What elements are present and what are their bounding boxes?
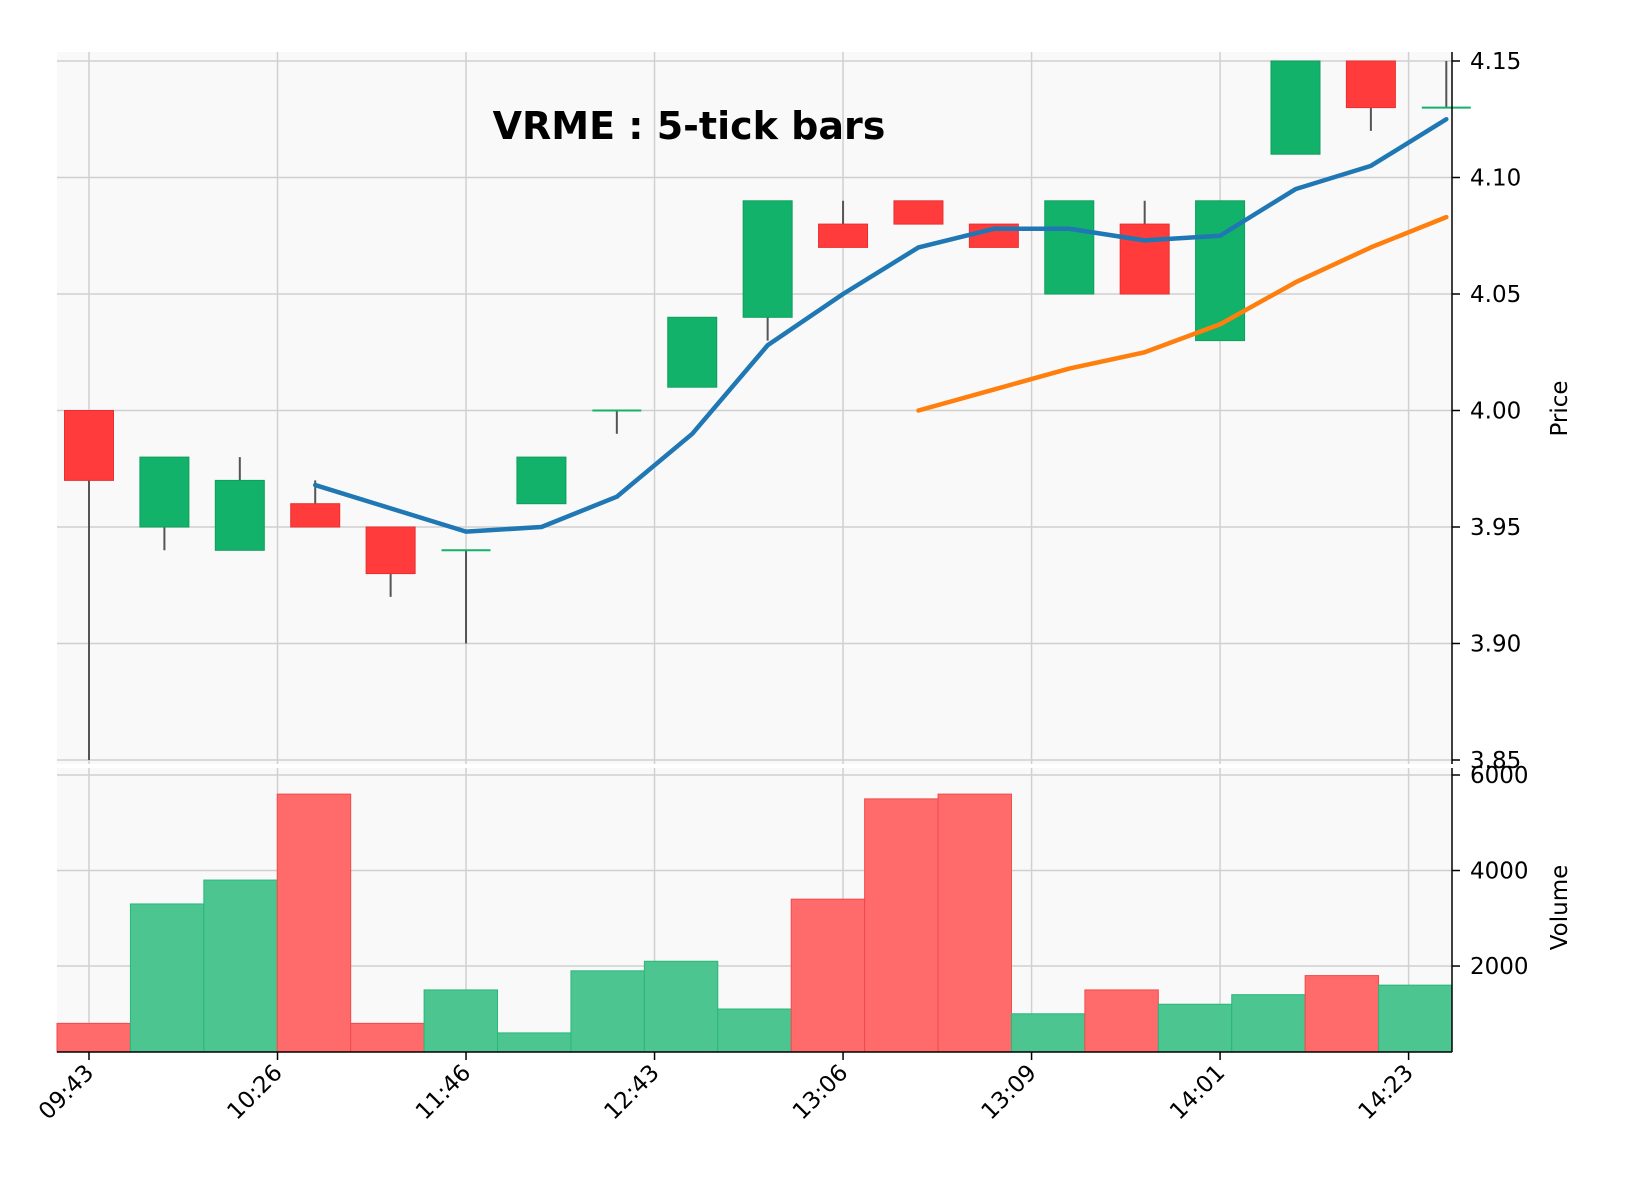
volume-bar: [1084, 989, 1159, 1053]
candle: [365, 526, 416, 597]
x-tick-label: 10:26: [222, 1060, 287, 1125]
x-tick-label: 14:01: [1165, 1060, 1230, 1125]
volume-bar: [129, 903, 205, 1053]
volume-bar: [717, 1008, 792, 1053]
volume-bar: [497, 1032, 572, 1053]
candle-body: [1119, 223, 1170, 295]
candle: [818, 200, 869, 248]
moving-average-long-line: [916, 214, 1449, 413]
volume-bar: [1304, 975, 1380, 1053]
x-tick-label: 13:06: [788, 1060, 853, 1125]
candle: [592, 409, 642, 434]
candle: [667, 316, 718, 388]
volume-bar: [937, 793, 1012, 1053]
candle: [893, 200, 944, 225]
price-panel-background: [57, 52, 1452, 764]
volume-bar: [1010, 1013, 1086, 1053]
candle-body: [1195, 200, 1246, 342]
price-candles: [64, 60, 1471, 760]
moving-average-short-line: [312, 117, 1449, 534]
price-tick-label: 3.90: [1470, 632, 1521, 658]
volume-bar: [864, 798, 939, 1053]
candle-body: [1270, 60, 1321, 155]
candle: [742, 200, 793, 341]
candle-body: [516, 456, 567, 505]
candle: [1195, 200, 1246, 342]
volume-tick-label: 4000: [1470, 859, 1529, 885]
volume-bar: [350, 1022, 425, 1053]
volume-bar: [1378, 984, 1453, 1053]
x-tick-label: 12:43: [600, 1060, 665, 1125]
candle-body: [214, 479, 265, 551]
volume-axis-title: Volume: [1547, 865, 1573, 951]
chart-title: VRME : 5-tick bars: [493, 104, 886, 148]
volume-bar: [203, 879, 278, 1053]
candle-body: [139, 456, 190, 528]
candle: [1270, 60, 1321, 155]
candle-body: [667, 316, 718, 388]
volume-bar: [790, 898, 866, 1053]
volume-tick-label: 2000: [1470, 954, 1529, 980]
price-tick-label: 4.15: [1470, 49, 1521, 75]
moving-average-lines: [312, 117, 1449, 534]
x-tick-label: 13:09: [977, 1060, 1042, 1125]
volume-bar: [643, 960, 719, 1053]
candle-body: [64, 410, 114, 481]
price-tick-label: 3.95: [1470, 515, 1521, 541]
candle-body: [290, 503, 341, 528]
volume-bar: [570, 970, 645, 1053]
candle: [139, 456, 190, 551]
candle: [516, 456, 567, 505]
price-tick-label: 4.00: [1470, 399, 1521, 425]
candle-body: [893, 200, 944, 225]
price-axis-title: Price: [1547, 380, 1573, 436]
price-tick-label: 4.10: [1470, 166, 1521, 192]
volume-tick-label: 6000: [1470, 763, 1529, 789]
volume-bar: [423, 989, 499, 1053]
candle: [1345, 60, 1396, 131]
price-tick-label: 3.85: [1470, 748, 1521, 774]
volume-bar: [1157, 1003, 1233, 1053]
candle: [1044, 200, 1095, 295]
x-tick-label: 09:43: [34, 1060, 99, 1125]
x-tick-label: 14:23: [1354, 1060, 1419, 1125]
candle: [1421, 61, 1471, 109]
candle: [64, 410, 114, 760]
candle: [290, 480, 341, 528]
candle: [214, 457, 265, 551]
volume-bars: [56, 793, 1453, 1053]
candle-body: [1044, 200, 1095, 295]
x-tick-label: 11:46: [411, 1060, 476, 1125]
volume-bar: [276, 793, 352, 1053]
price-tick-label: 4.05: [1470, 282, 1521, 308]
volume-bar: [1231, 994, 1306, 1053]
candle-body: [818, 223, 869, 248]
candle-body: [365, 526, 416, 575]
volume-bar: [56, 1022, 131, 1053]
candle-body: [742, 200, 793, 318]
candle: [441, 549, 491, 644]
candle-body: [1345, 60, 1396, 109]
